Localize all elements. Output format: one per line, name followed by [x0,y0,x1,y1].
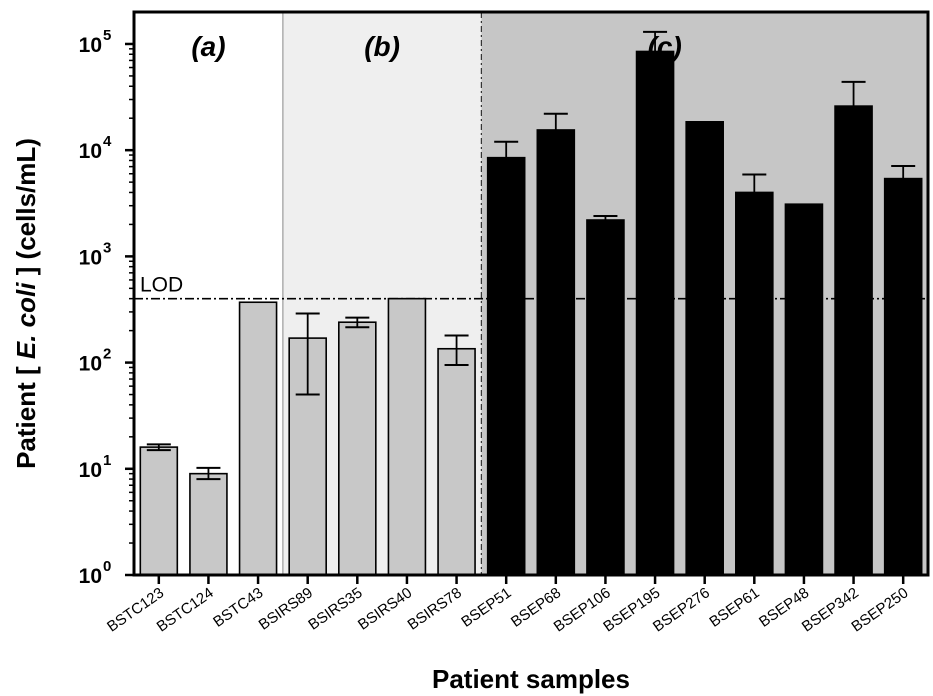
bar-bsep250 [883,177,923,576]
x-tick-label: BSIRS89 [256,584,316,633]
x-axis-ticks: BSTC123BSTC124BSTC43BSIRS89BSIRS35BSIRS4… [104,575,911,636]
bar-bstc43 [238,301,278,576]
y-tick-exponent: 2 [103,346,111,363]
group-label: (a) [191,31,225,62]
y-tick-exponent: 0 [103,558,111,575]
bar-bsep195 [635,50,675,576]
y-tick-exponent: 1 [103,452,111,469]
y-tick-exponent: 5 [103,27,111,44]
bar-bsep48 [784,203,824,576]
bar-bsep276 [685,121,724,576]
x-tick-label: BSIRS40 [355,584,415,633]
y-tick-label: 10 [79,459,102,482]
bar-bstc124 [189,472,228,576]
y-tick-exponent: 4 [103,133,112,150]
plot-frame [132,10,930,577]
y-tick-exponent: 3 [103,239,111,256]
bar-bsirs40 [387,297,427,576]
x-tick-label: BSIRS35 [305,584,365,633]
error-bars-layer [146,30,916,481]
x-tick-label: BSIRS78 [405,584,465,633]
x-axis-title: Patient samples [432,664,630,694]
bar-bstc123 [139,446,179,576]
lod-line-layer: LOD [134,274,928,300]
bar-bsep106 [586,219,625,576]
group-labels: (a) (b) (c) [191,31,681,62]
bar-bsirs35 [338,321,377,576]
bar-bsirs78 [437,347,476,576]
bars-layer [139,50,923,576]
y-axis-title: Patient [ E. coli ] (cells/mL) [11,138,41,469]
bar-bsep68 [536,129,576,576]
y-tick-label: 10 [79,565,102,588]
x-tick-label: BSEP276 [650,584,713,635]
y-tick-label: 10 [79,353,102,376]
y-tick-label: 10 [79,34,102,57]
bar-bsep51 [486,156,526,576]
bar-bsep342 [834,105,873,576]
group-label: (b) [364,31,400,62]
y-tick-label: 10 [79,246,102,269]
x-tick-label: BSEP250 [848,584,911,635]
bar-bsep61 [735,191,774,576]
x-tick-label: BSEP61 [706,584,762,630]
lod-label: LOD [140,274,183,297]
x-tick-label: BSEP51 [458,584,514,630]
group-label: (c) [648,31,682,62]
y-tick-label: 10 [79,140,102,163]
x-tick-label: BSTC124 [154,584,217,635]
